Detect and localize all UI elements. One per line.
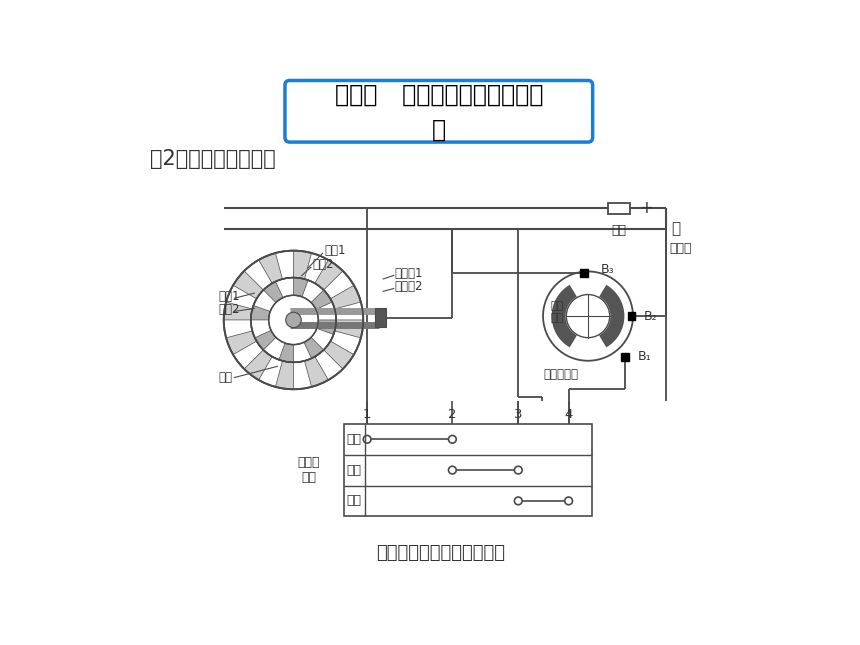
Wedge shape	[293, 277, 308, 297]
Wedge shape	[255, 330, 276, 350]
Wedge shape	[335, 320, 363, 338]
Text: 触点2: 触点2	[313, 258, 335, 271]
Text: B₁: B₁	[637, 350, 651, 363]
Text: 单元七   汽车辅助电气设备的检
修: 单元七 汽车辅助电气设备的检 修	[335, 83, 544, 142]
Wedge shape	[263, 282, 283, 303]
Wedge shape	[316, 320, 336, 335]
Bar	[580, 269, 588, 277]
Text: 触点1: 触点1	[324, 244, 346, 257]
Wedge shape	[259, 253, 282, 283]
Text: 2: 2	[448, 408, 457, 421]
FancyBboxPatch shape	[285, 81, 593, 142]
Wedge shape	[233, 271, 263, 299]
Text: （2）负刮刮水电动机: （2）负刮刮水电动机	[150, 149, 276, 169]
Wedge shape	[279, 343, 293, 362]
Wedge shape	[275, 361, 293, 389]
Text: 高速: 高速	[346, 495, 361, 508]
Bar	[628, 312, 636, 320]
Bar	[344, 424, 592, 516]
Wedge shape	[224, 302, 252, 320]
Text: 4: 4	[564, 408, 573, 421]
Text: －: －	[672, 221, 681, 236]
Wedge shape	[311, 290, 332, 310]
Text: 搭铁线: 搭铁线	[669, 242, 692, 255]
Text: 低速: 低速	[346, 464, 361, 477]
Bar	[375, 308, 386, 327]
Wedge shape	[315, 260, 343, 290]
Text: 刮水电动机: 刮水电动机	[544, 368, 579, 381]
Text: +: +	[639, 199, 653, 217]
Wedge shape	[226, 331, 256, 355]
Wedge shape	[293, 251, 311, 279]
Text: 刮水器
开关: 刮水器 开关	[298, 456, 320, 484]
Wedge shape	[330, 285, 361, 309]
Bar	[608, 203, 630, 213]
Circle shape	[286, 312, 301, 328]
Wedge shape	[323, 341, 354, 369]
Text: B₂: B₂	[644, 310, 657, 322]
Wedge shape	[304, 357, 329, 387]
Text: 负刮刮水电动机的工作原理: 负刮刮水电动机的工作原理	[377, 544, 506, 562]
Wedge shape	[304, 337, 323, 359]
Text: B₃: B₃	[601, 263, 615, 275]
Text: 铜环2: 铜环2	[218, 303, 240, 317]
Text: 停止: 停止	[346, 433, 361, 446]
Text: 熔丝: 熔丝	[611, 224, 626, 237]
Wedge shape	[244, 350, 272, 380]
Text: 3: 3	[514, 408, 523, 421]
Bar	[621, 353, 629, 361]
Text: 铜环1: 铜环1	[218, 290, 240, 303]
Text: 触点臂2: 触点臂2	[394, 281, 423, 293]
Text: 触点臂1: 触点臂1	[394, 267, 423, 280]
Wedge shape	[251, 306, 270, 320]
Text: 1: 1	[363, 408, 372, 421]
Text: 永久
磁铁: 永久 磁铁	[550, 301, 563, 323]
Text: 蜗轮: 蜗轮	[218, 372, 232, 384]
